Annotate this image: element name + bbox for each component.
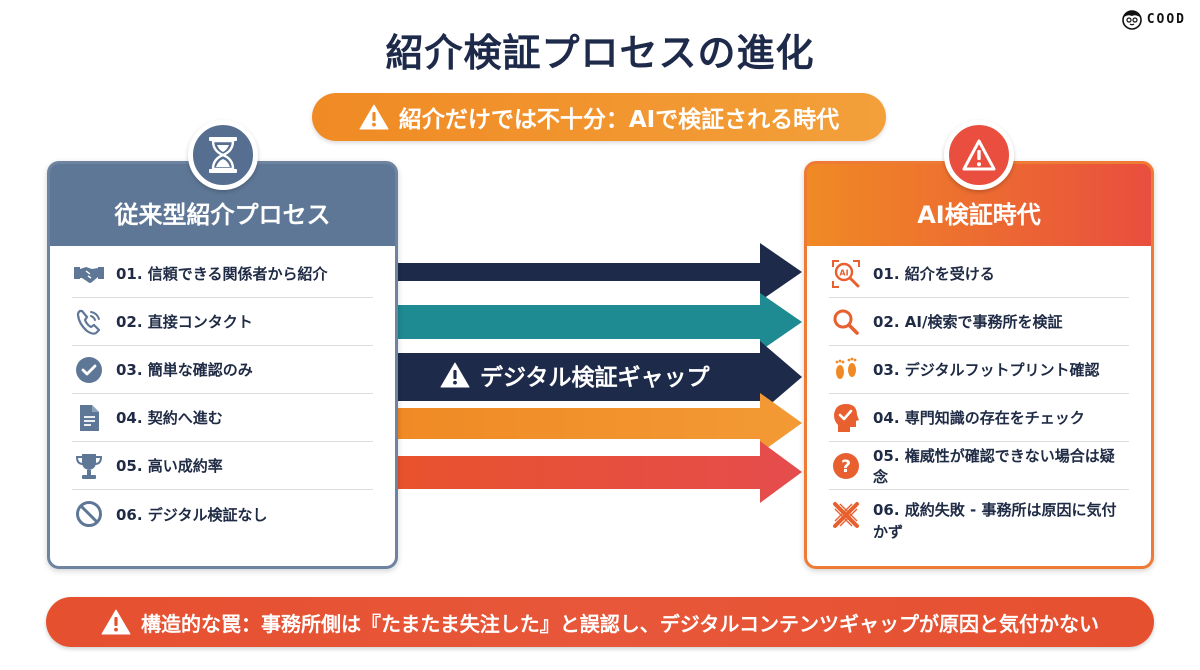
face-icon xyxy=(1121,10,1142,30)
failure-x-icon xyxy=(829,500,863,530)
magnifier-icon xyxy=(829,307,863,337)
handshake-icon xyxy=(72,259,106,289)
hourglass-icon xyxy=(209,137,237,173)
svg-text:AI: AI xyxy=(839,268,848,277)
prohibited-icon xyxy=(72,499,106,529)
list-item: 02. 直接コンタクト xyxy=(72,298,373,346)
list-item: ? 05. 権威性が確認できない場合は疑念 xyxy=(829,442,1129,490)
item-label: 06. デジタル検証なし xyxy=(116,505,268,524)
ai-steps-list: AI 01. 紹介を受ける 02. AI/検索で事務所を検証 03. デジタルフ… xyxy=(807,246,1151,566)
hourglass-badge xyxy=(188,120,258,190)
warning-icon xyxy=(962,139,996,171)
arrow-teal xyxy=(398,293,802,351)
ai-search-icon: AI xyxy=(829,259,863,289)
bottom-banner: 構造的な罠：事務所側は『たまたま失注した』と誤認し、デジタルコンテンツギャップが… xyxy=(46,597,1154,647)
list-item: AI 01. 紹介を受ける xyxy=(829,250,1129,298)
bottom-banner-text: 構造的な罠：事務所側は『たまたま失注した』と誤認し、デジタルコンテンツギャップが… xyxy=(141,611,1099,636)
list-item: 03. 簡単な確認のみ xyxy=(72,346,373,394)
phone-icon xyxy=(72,307,106,337)
item-label: 01. 信頼できる関係者から紹介 xyxy=(116,265,328,283)
arrow-red xyxy=(398,441,802,503)
ai-verification-panel: AI検証時代 AI 01. 紹介を受ける 02. AI/検索で事務所を検証 03… xyxy=(804,161,1154,569)
logo-text: COOD xyxy=(1146,11,1186,27)
item-label: 03. 簡単な確認のみ xyxy=(116,361,253,379)
list-item: 03. デジタルフットプリント確認 xyxy=(829,346,1129,394)
warning-icon xyxy=(101,609,131,635)
traditional-steps-list: 01. 信頼できる関係者から紹介 02. 直接コンタクト 03. 簡単な確認のみ… xyxy=(50,246,395,566)
warning-badge xyxy=(944,120,1014,190)
list-item: 01. 信頼できる関係者から紹介 xyxy=(72,250,373,298)
trophy-icon xyxy=(72,451,106,481)
item-label: 06. 成約失敗 - 事務所は原因に気付かず xyxy=(873,501,1117,541)
item-label: 02. AI/検索で事務所を検証 xyxy=(873,313,1063,331)
list-item: 02. AI/検索で事務所を検証 xyxy=(829,298,1129,346)
warning-icon xyxy=(440,362,470,388)
head-check-icon xyxy=(829,403,863,433)
list-item: 05. 高い成約率 xyxy=(72,442,373,490)
item-label: 01. 紹介を受ける xyxy=(873,265,995,283)
item-label: 05. 権威性が確認できない場合は疑念 xyxy=(873,446,1115,486)
item-label: 04. 契約へ進む xyxy=(116,409,223,427)
subtitle-text: 紹介だけでは不十分：AIで検証される時代 xyxy=(398,107,840,133)
item-label: 02. 直接コンタクト xyxy=(116,313,253,331)
svg-text:?: ? xyxy=(841,457,851,477)
arrow-navy-2 xyxy=(398,341,802,413)
subtitle-banner: 紹介だけでは不十分：AIで検証される時代 xyxy=(312,93,886,141)
warning-icon xyxy=(359,104,389,130)
brand-logo: COOD xyxy=(1121,8,1186,30)
item-label: 05. 高い成約率 xyxy=(116,457,223,475)
list-item: 06. デジタル検証なし xyxy=(72,490,373,538)
gap-label-text: デジタル検証ギャップ xyxy=(480,365,710,391)
process-arrows xyxy=(398,243,802,503)
list-item: 06. 成約失敗 - 事務所は原因に気付かず xyxy=(829,490,1129,554)
check-circle-icon xyxy=(72,355,106,385)
gap-label: デジタル検証ギャップ xyxy=(440,352,710,398)
arrow-orange xyxy=(398,393,802,453)
panel-heading: AI検証時代 xyxy=(917,201,1041,229)
list-item: 04. 契約へ進む xyxy=(72,394,373,442)
panel-heading: 従来型紹介プロセス xyxy=(114,201,331,229)
page-title: 紹介検証プロセスの進化 xyxy=(385,31,815,75)
list-item: 04. 専門知識の存在をチェック xyxy=(829,394,1129,442)
footprints-icon xyxy=(829,355,863,385)
document-icon xyxy=(72,403,106,433)
arrow-navy-1 xyxy=(398,243,802,301)
question-icon: ? xyxy=(829,451,863,481)
traditional-process-panel: 従来型紹介プロセス 01. 信頼できる関係者から紹介 02. 直接コンタクト 0… xyxy=(47,161,398,569)
item-label: 04. 専門知識の存在をチェック xyxy=(873,409,1085,427)
item-label: 03. デジタルフットプリント確認 xyxy=(873,361,1100,379)
